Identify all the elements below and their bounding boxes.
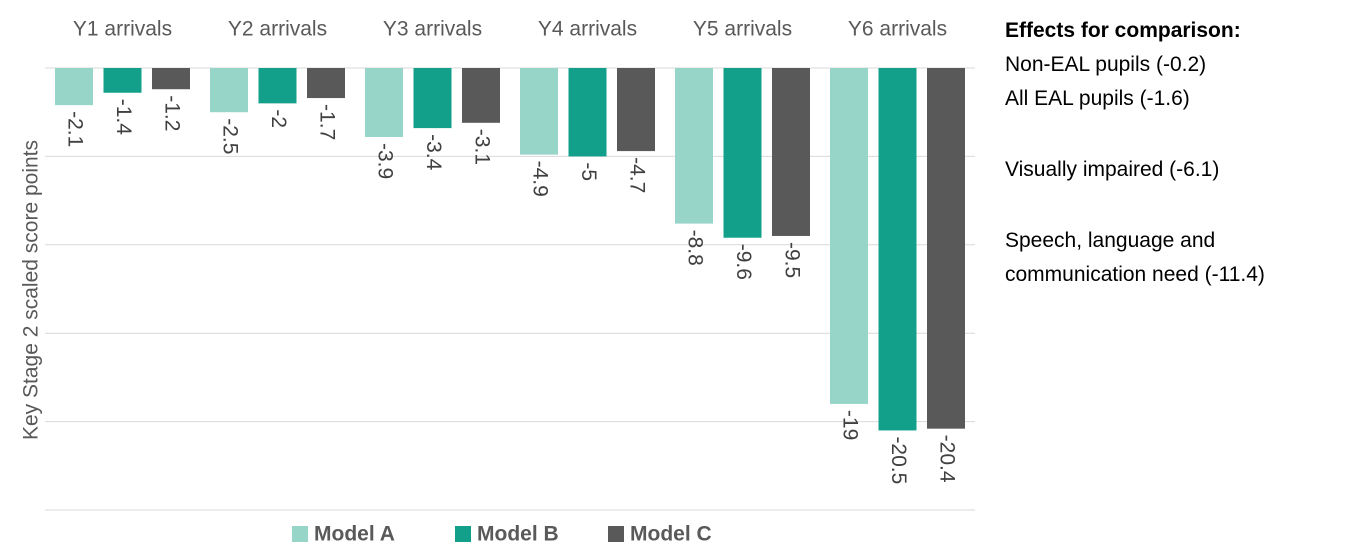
bar xyxy=(103,68,142,93)
bar xyxy=(878,68,917,431)
y-axis-label: Key Stage 2 scaled score points xyxy=(20,140,43,440)
data-label: -4.9 xyxy=(528,161,551,197)
bar xyxy=(307,68,345,99)
bar xyxy=(617,68,655,152)
x-tick-label: Y5 arrivals xyxy=(693,18,792,41)
bar xyxy=(568,68,607,157)
data-label: -5 xyxy=(577,162,600,181)
bar xyxy=(365,68,403,137)
data-label: -4.7 xyxy=(625,157,648,193)
data-label: -9.5 xyxy=(780,242,803,278)
data-label: -2 xyxy=(267,109,290,128)
bar xyxy=(55,68,93,106)
data-label: -20.4 xyxy=(935,435,958,483)
legend-swatch xyxy=(455,526,471,542)
data-label: -19 xyxy=(838,410,861,440)
bar xyxy=(520,68,558,155)
data-label: -1.2 xyxy=(160,95,183,131)
bar xyxy=(210,68,248,113)
x-tick-label: Y1 arrivals xyxy=(73,18,172,41)
annotation: All EAL pupils (-1.6) xyxy=(1005,87,1190,110)
x-tick-label: Y3 arrivals xyxy=(383,18,482,41)
legend-label: Model C xyxy=(630,523,712,545)
data-label: -3.4 xyxy=(422,134,445,171)
legend-swatch xyxy=(608,526,624,542)
bar xyxy=(462,68,500,123)
data-label: -8.8 xyxy=(683,230,706,266)
legend-swatch xyxy=(292,526,308,542)
annotation: Non-EAL pupils (-0.2) xyxy=(1005,53,1207,76)
chart: Key Stage 2 scaled score points Y1 arriv… xyxy=(20,18,975,545)
annotation: Speech, language and communication need … xyxy=(1005,229,1265,286)
bar xyxy=(675,68,713,224)
bar xyxy=(723,68,762,238)
data-label: -2.5 xyxy=(218,118,241,154)
annotation: Visually impaired (-6.1) xyxy=(1005,158,1220,181)
x-tick-label: Y6 arrivals xyxy=(848,18,947,41)
data-label: -3.1 xyxy=(470,129,493,165)
data-label: -3.9 xyxy=(373,143,396,179)
bar xyxy=(258,68,297,104)
bar xyxy=(772,68,810,236)
bar xyxy=(927,68,965,429)
bar xyxy=(830,68,868,404)
data-label: -1.7 xyxy=(315,104,338,140)
data-label: -20.5 xyxy=(887,436,910,484)
annotations: Effects for comparison: Non-EAL pupils (… xyxy=(1005,14,1345,292)
bar xyxy=(152,68,190,90)
data-label: -2.1 xyxy=(63,111,86,147)
data-label: -1.4 xyxy=(112,99,135,136)
legend-label: Model B xyxy=(477,523,559,545)
data-label: -9.6 xyxy=(732,244,755,280)
bar xyxy=(413,68,452,129)
annotation-title: Effects for comparison: xyxy=(1005,19,1241,42)
x-tick-label: Y2 arrivals xyxy=(228,18,327,41)
legend-label: Model A xyxy=(314,523,395,545)
x-tick-label: Y4 arrivals xyxy=(538,18,637,41)
